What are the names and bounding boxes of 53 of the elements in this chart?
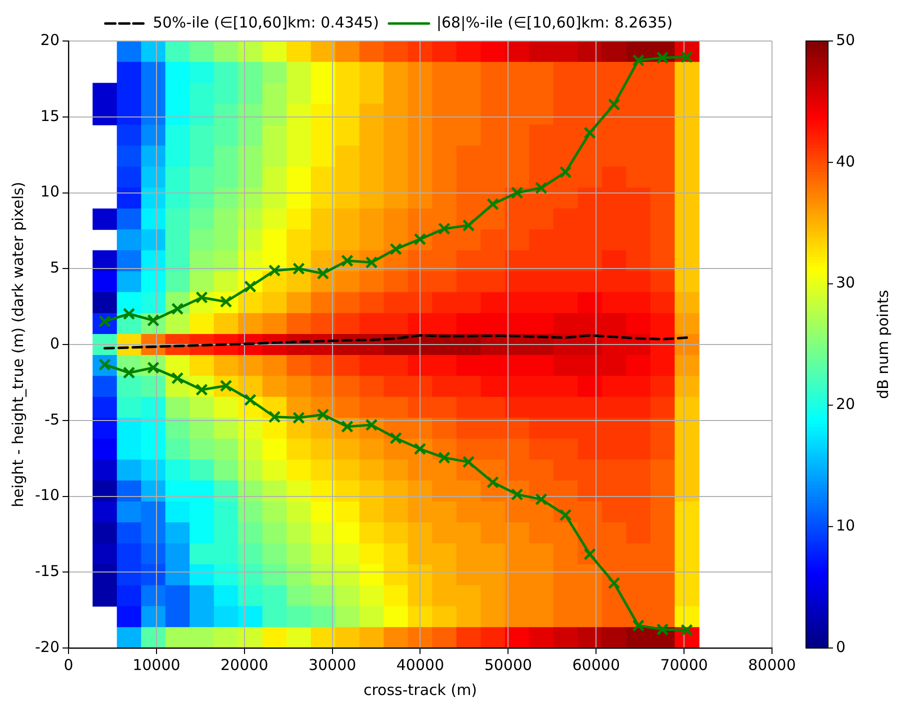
- color-bar-title: dB num points: [874, 290, 892, 400]
- x-tick-label: 30000: [308, 656, 356, 674]
- color-bar-label: 30: [836, 274, 856, 292]
- point: [122, 308, 136, 320]
- point: [390, 432, 402, 444]
- point: [244, 394, 256, 406]
- point: [535, 493, 548, 506]
- y-tick-label: -5: [44, 410, 60, 428]
- x-tick-label: 10000: [132, 656, 180, 674]
- point: [438, 452, 450, 464]
- point: [632, 54, 645, 66]
- color-bar-label: 50: [836, 30, 856, 49]
- x-tick-label: 80000: [748, 656, 796, 674]
- point: [316, 267, 330, 280]
- x-tick-label: 50000: [484, 656, 532, 674]
- color-bar-label: 10: [836, 516, 856, 534]
- color-bar-label: 20: [836, 395, 856, 414]
- point: [462, 456, 475, 468]
- point: [316, 408, 330, 421]
- point: [608, 98, 620, 111]
- y-tick-label: 5: [50, 258, 60, 277]
- y-tick-label: 0: [50, 334, 60, 352]
- x-tick-label: 60000: [572, 656, 620, 674]
- point: [292, 412, 305, 424]
- point: [680, 624, 693, 636]
- point: [171, 372, 184, 384]
- point: [292, 262, 305, 275]
- x-tick-label: 0: [64, 656, 74, 674]
- x-tick-label: 70000: [660, 656, 708, 674]
- color-bar-label: 40: [836, 152, 856, 170]
- point: [122, 366, 136, 379]
- point: [390, 242, 402, 256]
- x-tick-label: 20000: [220, 656, 268, 674]
- y-axis-title: height - height_true (m) (dark water pixels): [8, 182, 27, 508]
- y-tick-label: -20: [35, 638, 60, 656]
- point: [656, 623, 669, 636]
- point: [535, 182, 548, 194]
- y-tick-label: 10: [40, 182, 60, 201]
- point: [608, 576, 620, 590]
- legend-label: |68|%-ile (∈[10,60]km: 8.2635): [436, 13, 673, 32]
- point: [632, 619, 645, 632]
- point: [486, 476, 499, 488]
- y-tick-label: -15: [35, 562, 60, 580]
- point: [438, 222, 450, 235]
- x-axis-title: cross-track (m): [363, 680, 478, 699]
- x-tick-label: 40000: [396, 656, 444, 674]
- y-tick-label: 20: [40, 30, 60, 49]
- point: [268, 410, 281, 424]
- y-tick-label: 15: [40, 106, 60, 125]
- y-tick-label: -10: [35, 486, 60, 504]
- color-bar-label: 0: [836, 638, 846, 656]
- legend-label: 50%-ile (∈[10,60]km: 0.4345): [152, 13, 379, 32]
- point: [268, 264, 281, 277]
